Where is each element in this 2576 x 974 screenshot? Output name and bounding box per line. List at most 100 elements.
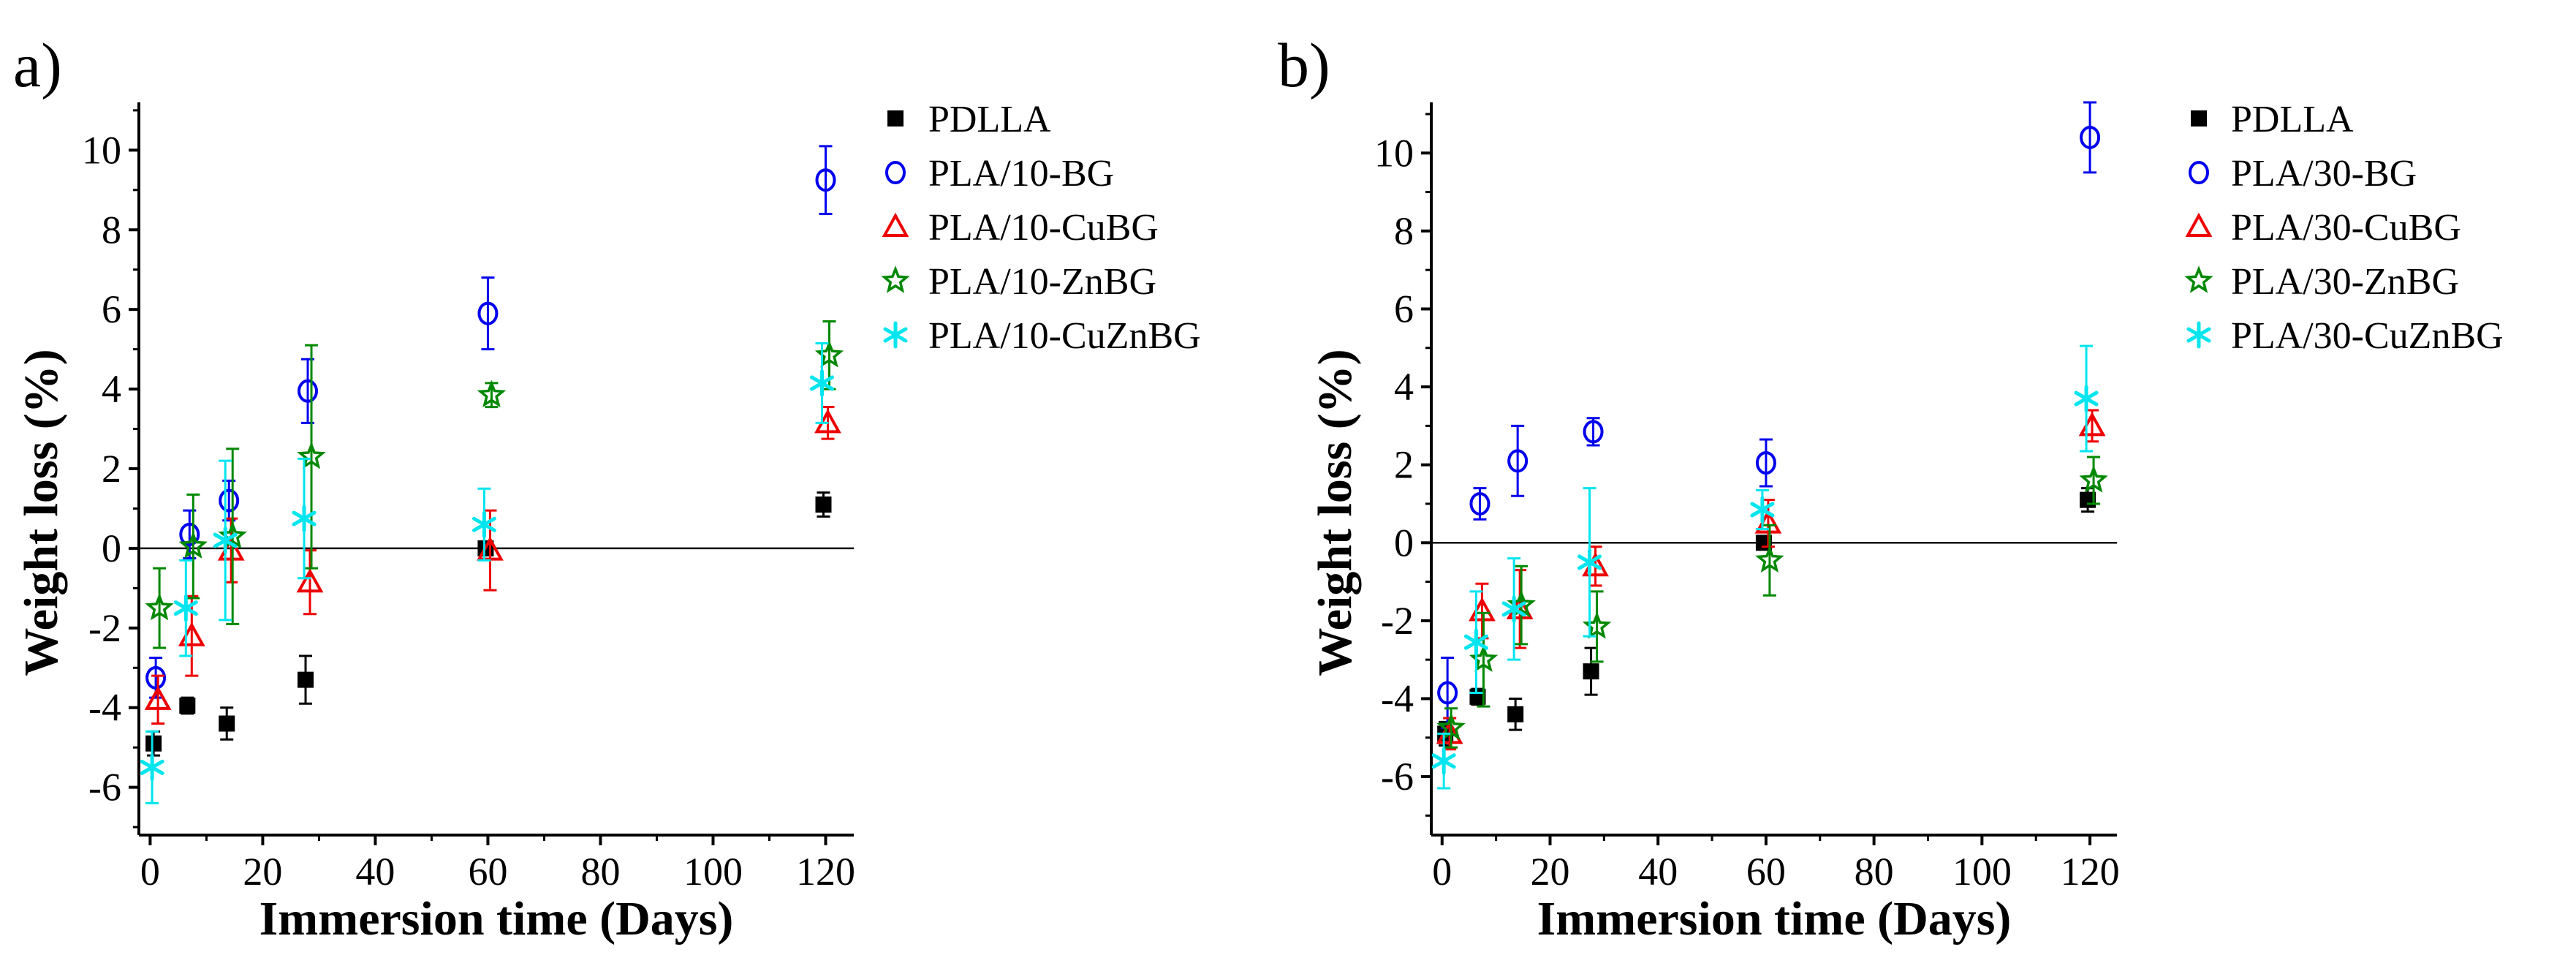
- y-tick-label: 4: [1394, 365, 1414, 409]
- data-point: [1437, 681, 1458, 705]
- legend-label: PDLLA: [928, 99, 1051, 140]
- y-axis-label: Weight loss (%): [15, 349, 68, 676]
- data-point: [1501, 595, 1526, 623]
- data-point-stroke-2: [1463, 634, 1488, 650]
- data-point: [298, 671, 314, 688]
- data-point: [219, 715, 235, 732]
- data-point-stroke-2: [1750, 502, 1775, 518]
- legend-marker: [881, 265, 910, 293]
- data-point: [1750, 496, 1775, 524]
- legend: PDLLA PLA/10-BG PLA/10-CuBG PLA/10-ZnBG PLA/…: [881, 99, 1201, 357]
- legend-label: PLA/30-CuZnBG: [2231, 315, 2504, 357]
- data-point: [178, 531, 208, 559]
- x-tick-label: 20: [243, 850, 282, 894]
- y-tick-label: 0: [102, 526, 121, 570]
- legend-label: PLA/10-CuZnBG: [928, 315, 1201, 357]
- legend: PDLLA PLA/30-BG PLA/30-CuBG PLA/30-ZnBG PLA/…: [2184, 99, 2504, 357]
- data-point: [477, 380, 507, 408]
- data-point: [1577, 548, 1602, 576]
- x-tick-label: 60: [468, 850, 507, 894]
- y-tick-label: 6: [1394, 287, 1414, 331]
- x-tick-label: 40: [1638, 850, 1678, 894]
- data-point: [1755, 451, 1776, 475]
- series-pla-30-cubg: [1436, 409, 2106, 751]
- legend-label: PLA/10-ZnBG: [928, 261, 1156, 303]
- x-tick-label: 100: [1952, 850, 2012, 894]
- data-point: [815, 168, 836, 192]
- series-pdlla: [145, 491, 832, 757]
- data-point: [1507, 449, 1528, 473]
- series-pla-30-bg: [1437, 101, 2101, 729]
- legend-marker: [885, 161, 906, 184]
- data-point: [2074, 385, 2099, 412]
- data-point: [297, 441, 326, 469]
- data-point: [219, 488, 240, 513]
- legend-marker: [882, 212, 909, 237]
- series-pla-10-znbg: [145, 320, 844, 649]
- data-point-stroke-2: [292, 510, 317, 526]
- data-point: [145, 665, 167, 690]
- legend-marker-stroke-2: [2186, 327, 2211, 343]
- y-tick-label: 4: [102, 367, 121, 411]
- data-point: [173, 594, 198, 622]
- panel-label: b): [1278, 30, 1330, 100]
- data-point-stroke-2: [471, 516, 496, 532]
- data-point: [1469, 491, 1490, 516]
- series-pla-10-bg: [145, 145, 836, 699]
- x-tick-label: 0: [140, 850, 160, 894]
- data-point: [1583, 663, 1599, 680]
- x-tick-label: 120: [2061, 850, 2120, 894]
- data-point-stroke-2: [1431, 753, 1456, 769]
- x-axis-label: Immersion time (Days): [260, 892, 734, 945]
- data-point: [809, 369, 834, 397]
- legend-marker: [883, 321, 908, 349]
- y-tick-label: -2: [88, 606, 121, 650]
- x-tick-label: 60: [1746, 850, 1786, 894]
- y-tick-label: 6: [102, 287, 121, 331]
- y-tick-label: 0: [1394, 521, 1414, 565]
- legend-marker: [2184, 265, 2213, 293]
- y-tick-label: 10: [1374, 131, 1414, 175]
- y-axis-label: Weight loss (%): [1308, 349, 1362, 676]
- data-point-stroke-2: [809, 375, 834, 391]
- y-tick-label: -6: [1381, 755, 1414, 799]
- data-point: [298, 379, 319, 403]
- legend-label: PLA/10-CuBG: [928, 207, 1159, 249]
- data-point: [1431, 747, 1456, 775]
- data-point: [292, 505, 317, 532]
- data-point-stroke-2: [2074, 390, 2099, 407]
- y-tick-label: 2: [102, 447, 121, 491]
- x-tick-label: 80: [580, 850, 620, 894]
- data-point: [179, 698, 196, 714]
- data-point: [1436, 712, 1466, 741]
- legend-marker: [2185, 212, 2213, 237]
- legend-marker: [2189, 161, 2209, 184]
- y-tick-label: 8: [102, 208, 121, 252]
- data-point-stroke-2: [213, 532, 238, 548]
- series-pla-30-cuznbg: [1431, 344, 2099, 790]
- y-tick-label: 2: [1394, 443, 1414, 487]
- data-point: [145, 592, 174, 621]
- data-point: [1463, 628, 1488, 656]
- data-point-stroke-2: [173, 600, 198, 616]
- data-point: [296, 568, 324, 593]
- x-tick-label: 80: [1855, 850, 1894, 894]
- data-point: [145, 735, 162, 752]
- legend-marker: [2186, 321, 2211, 349]
- y-tick-label: 10: [82, 128, 121, 172]
- data-point: [2080, 125, 2101, 149]
- y-tick-label: -2: [1381, 599, 1414, 643]
- panel-label: a): [13, 30, 62, 100]
- x-tick-label: 100: [683, 850, 743, 894]
- legend-label: PLA/30-ZnBG: [2231, 261, 2459, 303]
- legend-label: PLA/10-BG: [928, 153, 1114, 195]
- data-point: [1583, 420, 1604, 444]
- y-tick-label: -4: [88, 686, 121, 730]
- data-point: [1507, 706, 1524, 722]
- series-pla-10-cubg: [144, 406, 841, 725]
- x-tick-label: 0: [1432, 850, 1452, 894]
- data-point: [213, 526, 238, 554]
